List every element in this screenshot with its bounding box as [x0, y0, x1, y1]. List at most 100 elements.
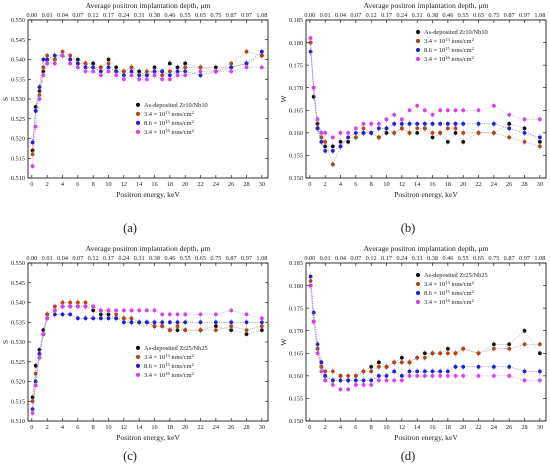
data-point — [430, 130, 435, 135]
data-point — [430, 369, 435, 374]
data-point — [121, 320, 126, 325]
data-point — [129, 65, 134, 70]
data-point — [37, 355, 42, 360]
data-point — [353, 130, 358, 135]
top-tick-label: 0.12 — [366, 12, 377, 19]
data-point — [229, 308, 234, 313]
data-point — [244, 328, 249, 333]
x-tick-label: 22 — [475, 181, 481, 188]
x-tick-label: 2 — [46, 181, 49, 188]
data-point — [476, 364, 481, 369]
data-point — [461, 121, 466, 126]
data-point — [244, 65, 249, 70]
series-line — [310, 42, 540, 166]
data-point — [491, 130, 496, 135]
data-point — [129, 316, 134, 321]
top-tick-label: 0.65 — [195, 255, 206, 262]
data-point — [461, 373, 466, 378]
data-point — [438, 369, 443, 374]
series-line — [310, 276, 540, 381]
data-point — [353, 373, 358, 378]
data-point — [213, 328, 218, 333]
data-point — [68, 312, 73, 317]
data-point — [213, 312, 218, 317]
data-point — [384, 126, 389, 131]
data-point — [376, 364, 381, 369]
data-point — [259, 53, 264, 58]
data-point — [114, 65, 119, 70]
data-point — [129, 320, 134, 325]
data-point — [407, 360, 412, 365]
top-tick-label: 0.00 — [304, 255, 315, 262]
data-point — [229, 320, 234, 325]
data-point — [106, 61, 111, 66]
x-tick-label: 16 — [429, 181, 435, 188]
data-point — [537, 351, 542, 356]
data-point — [461, 108, 466, 113]
x-tick-label: 20 — [460, 181, 466, 188]
data-point — [361, 378, 366, 383]
y-tick-label: 0.520 — [11, 136, 25, 143]
data-point — [491, 346, 496, 351]
data-point — [137, 308, 142, 313]
plot-frame — [305, 19, 547, 179]
y-tick-label: 0.525 — [11, 116, 25, 123]
data-point — [244, 320, 249, 325]
data-point — [415, 103, 420, 108]
top-axis-title: Average positron implantation depth, μm — [86, 1, 211, 10]
legend-label: As-deposited Zr25/Nb25 — [424, 272, 488, 279]
data-point — [522, 117, 527, 122]
data-point — [415, 355, 420, 360]
chart-panel-4: 0 2 4 6 8 10 12 14 16 18 20 22 24 26 28 300.00 0.01 0.04 0… — [279, 244, 547, 442]
y-tick-label: 0.540 — [11, 300, 25, 307]
data-point — [308, 36, 313, 40]
data-point — [319, 360, 324, 365]
x-axis-title: Positron energy, keV — [394, 190, 458, 199]
data-point — [415, 373, 420, 378]
top-tick-label: 0.17 — [103, 255, 114, 262]
data-point — [60, 53, 65, 58]
data-point — [167, 69, 172, 74]
x-tick-label: 24 — [491, 424, 498, 431]
data-point — [45, 312, 50, 317]
data-point — [41, 57, 46, 62]
data-point — [129, 69, 134, 74]
top-tick-label: 0.87 — [504, 12, 515, 19]
data-point — [175, 328, 180, 333]
data-point — [315, 117, 320, 122]
legend-label: 3.4 × 1013 ions/cm2 — [424, 37, 475, 46]
data-point — [106, 57, 111, 62]
data-point — [369, 382, 374, 387]
data-point — [330, 369, 335, 374]
data-point — [522, 378, 527, 383]
data-point — [98, 308, 103, 313]
data-point — [68, 53, 73, 58]
data-point — [522, 369, 527, 374]
data-point — [60, 304, 65, 309]
series-as_deposited — [308, 282, 542, 384]
data-point — [445, 108, 450, 113]
top-tick-label: 0.01 — [320, 255, 331, 262]
x-tick-label: 28 — [243, 424, 249, 431]
top-tick-label: 0.12 — [88, 255, 99, 262]
x-tick-label: 6 — [76, 424, 79, 431]
data-point — [137, 69, 142, 74]
data-point — [41, 65, 46, 70]
x-tick-label: 0 — [30, 424, 33, 431]
data-point — [353, 126, 358, 131]
data-point — [183, 65, 188, 70]
data-point — [68, 57, 73, 62]
data-point — [338, 130, 343, 135]
x-tick-label: 28 — [521, 181, 527, 188]
data-point — [399, 373, 404, 378]
data-point — [106, 308, 111, 313]
x-tick-label: 26 — [506, 181, 512, 188]
series-dose_3 — [308, 34, 542, 141]
y-tick-label: 0.540 — [11, 57, 25, 64]
data-point — [52, 304, 57, 309]
data-point — [507, 121, 512, 126]
series-line — [310, 285, 540, 390]
data-point — [308, 49, 313, 54]
x-tick-label: 14 — [414, 424, 421, 431]
data-point — [330, 135, 335, 140]
